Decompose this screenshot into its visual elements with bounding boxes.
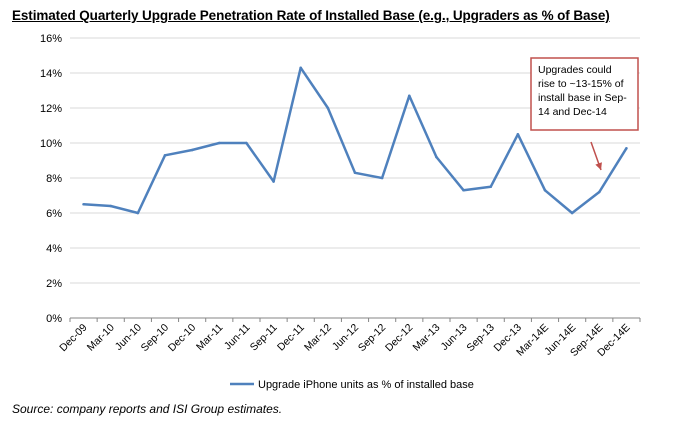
data-point xyxy=(380,176,384,180)
y-tick-label: 10% xyxy=(40,138,62,150)
data-point xyxy=(245,141,248,145)
data-point xyxy=(462,188,465,192)
x-tick-label: Mar-11 xyxy=(194,322,226,354)
x-tick-label: Mar-13 xyxy=(411,322,443,354)
data-point xyxy=(597,190,601,194)
annotation-text-line: install base in Sep- xyxy=(538,92,627,104)
data-point xyxy=(190,148,194,152)
y-tick-label: 14% xyxy=(40,68,62,80)
y-tick-label: 12% xyxy=(40,103,62,115)
data-point xyxy=(136,211,140,215)
x-tick-label: Dec-10 xyxy=(166,322,199,355)
annotation-text-line: Upgrades could xyxy=(538,64,612,76)
y-tick-label: 0% xyxy=(46,313,62,325)
data-point xyxy=(353,171,357,175)
source-note: Source: company reports and ISI Group es… xyxy=(12,402,283,416)
data-point xyxy=(543,188,547,192)
x-tick-label: Sep-12 xyxy=(356,322,389,355)
y-tick-label: 8% xyxy=(46,173,62,185)
annotation-text-line: rise to ~13-15% of xyxy=(538,78,624,90)
x-tick-label: Jun-10 xyxy=(113,322,144,353)
chart-title: Estimated Quarterly Upgrade Penetration … xyxy=(12,8,610,23)
data-point xyxy=(272,180,275,183)
legend: Upgrade iPhone units as % of installed b… xyxy=(230,379,474,391)
legend-label: Upgrade iPhone units as % of installed b… xyxy=(258,379,474,391)
data-point xyxy=(82,202,85,206)
x-tick-label: Sep-10 xyxy=(139,322,172,355)
data-point xyxy=(625,146,628,150)
annotation-box xyxy=(530,57,639,131)
annotation: Upgrades could rise to ~13-15% of install … xyxy=(530,57,639,171)
y-tick-label: 16% xyxy=(40,33,62,45)
x-tick-label: Mar-10 xyxy=(85,322,117,354)
data-point xyxy=(570,211,574,215)
x-tick-label: Dec-09 xyxy=(57,322,90,355)
y-tick-label: 6% xyxy=(46,208,62,220)
data-point xyxy=(489,185,493,189)
data-point xyxy=(163,153,167,157)
data-point xyxy=(109,204,113,208)
x-tick-label: Dec-11 xyxy=(275,322,307,354)
data-point xyxy=(299,66,303,70)
x-tick-label: Dec-12 xyxy=(383,322,416,355)
annotation-text-line: 14 and Dec-14 xyxy=(538,106,607,118)
data-point xyxy=(407,94,411,98)
x-tick-label: Mar-12 xyxy=(302,322,334,354)
x-tick-label: Jun-11 xyxy=(222,322,253,353)
data-point xyxy=(435,155,438,159)
annotation-arrowhead xyxy=(595,162,602,170)
y-axis: 0% 2% 4% 6% 8% 10% 12% 14% 16% xyxy=(40,33,62,325)
data-point xyxy=(326,106,330,110)
x-tick-label: Jun-12 xyxy=(330,322,361,353)
series-layer xyxy=(82,66,628,215)
x-axis: Dec-09Mar-10Jun-10Sep-10Dec-10Mar-11Jun-… xyxy=(57,318,641,359)
x-tick-label: Sep-11 xyxy=(248,322,280,354)
data-point xyxy=(516,132,520,136)
data-point xyxy=(217,141,221,145)
y-tick-label: 2% xyxy=(46,278,62,290)
y-tick-label: 4% xyxy=(46,243,62,255)
x-tick-label: Sep-13 xyxy=(464,322,497,355)
x-tick-label: Jun-13 xyxy=(439,322,470,353)
